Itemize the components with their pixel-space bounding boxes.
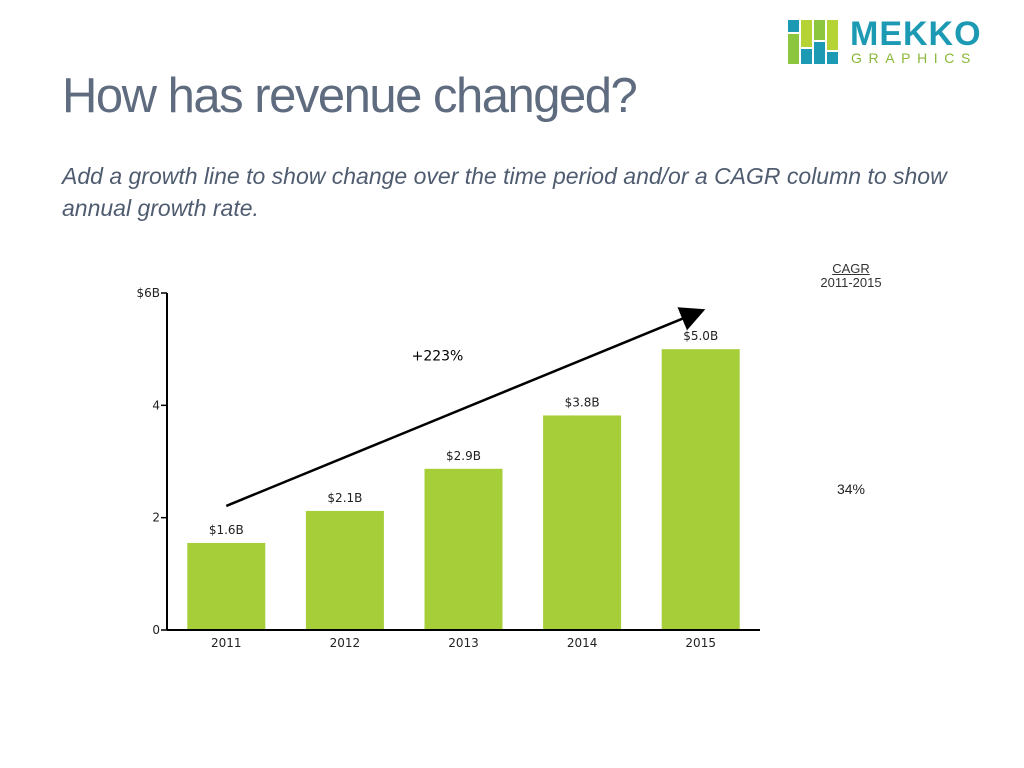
- cagr-title: CAGR: [832, 261, 870, 276]
- data-label-2011: $1.6B: [209, 523, 244, 537]
- bar-2012: [305, 510, 384, 630]
- bar-2013: [424, 468, 503, 630]
- cagr-period: 2011-2015: [820, 275, 882, 290]
- x-tick-label-2014: 2014: [567, 636, 598, 650]
- cagr-value: 34%: [836, 481, 866, 497]
- mekko-graphics-logo: MEKKO GRAPHICS: [788, 15, 1000, 68]
- data-label-2013: $2.9B: [446, 449, 481, 463]
- x-tick-label-2011: 2011: [211, 636, 242, 650]
- logo-wordmark-mekko: MEKKO: [850, 15, 982, 53]
- mekko-grid-icon: [788, 20, 838, 64]
- page-subtitle: Add a growth line to show change over th…: [62, 163, 947, 221]
- y-tick-label-2: 2: [152, 511, 160, 525]
- logo-wordmark-graphics: GRAPHICS: [851, 50, 977, 66]
- y-tick-label-4: 4: [152, 398, 160, 412]
- cagr-header: CAGR 2011-2015: [796, 262, 906, 290]
- growth-label: +223%: [412, 349, 464, 365]
- data-label-2015: $5.0B: [683, 329, 718, 343]
- data-label-2012: $2.1B: [327, 491, 362, 505]
- bar-2015: [661, 349, 740, 630]
- x-tick-label-2012: 2012: [330, 636, 361, 650]
- y-tick-label-0: 0: [152, 623, 160, 637]
- growth-arrow: [225, 307, 706, 508]
- x-tick-label-2015: 2015: [685, 636, 716, 650]
- y-tick-label-6: $6B: [136, 286, 160, 300]
- page-title: How has revenue changed?: [62, 69, 638, 123]
- bar-2014: [543, 415, 622, 630]
- data-label-2014: $3.8B: [565, 395, 600, 409]
- x-tick-label-2013: 2013: [448, 636, 479, 650]
- bar-2011: [187, 542, 266, 630]
